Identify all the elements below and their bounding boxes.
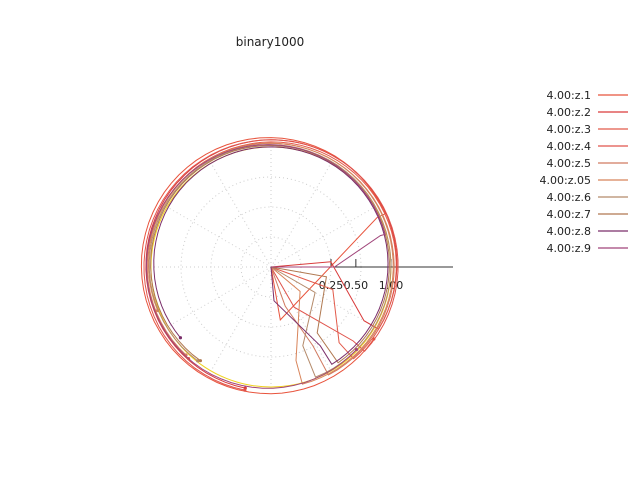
legend-label: 4.00:z.05 xyxy=(540,174,591,187)
legend-label: 4.00:z.8 xyxy=(547,225,591,238)
series-end-point xyxy=(354,347,359,352)
series-line xyxy=(145,144,386,389)
grid-spoke xyxy=(210,162,272,268)
grid-spoke xyxy=(270,162,332,268)
series-end-point xyxy=(196,359,200,363)
legend-label: 4.00:z.4 xyxy=(547,140,591,153)
series-line xyxy=(150,144,390,364)
radial-tick-label: 0.50 xyxy=(344,279,369,292)
series-end-point xyxy=(243,388,247,392)
legend-label: 4.00:z.2 xyxy=(547,106,591,119)
legend-label: 4.00:z.1 xyxy=(547,89,591,102)
series-line xyxy=(143,139,399,391)
series-end-point xyxy=(178,336,183,340)
grid-spoke xyxy=(166,206,272,268)
legend-label: 4.00:z.5 xyxy=(547,157,591,170)
series-line xyxy=(153,146,389,366)
legend: 4.00:z.1 4.00:z.2 4.00:z.3 4.00:z.4 4.00:z.5… xyxy=(540,89,628,255)
grid-spoke xyxy=(166,266,272,328)
radial-axis: 0.25 0.50 1.00 xyxy=(271,259,453,292)
chart-title: binary1000 xyxy=(236,35,304,49)
grid-spoke xyxy=(210,266,272,372)
series-end-point xyxy=(198,359,203,363)
series-group xyxy=(140,137,399,395)
series-line xyxy=(147,142,394,385)
legend-label: 4.00:z.6 xyxy=(547,191,591,204)
series-line xyxy=(140,137,386,395)
grid-spoke xyxy=(270,206,376,268)
legend-label: 4.00:z.7 xyxy=(547,208,591,221)
legend-label: 4.00:z.3 xyxy=(547,123,591,136)
legend-label: 4.00:z.9 xyxy=(547,242,591,255)
